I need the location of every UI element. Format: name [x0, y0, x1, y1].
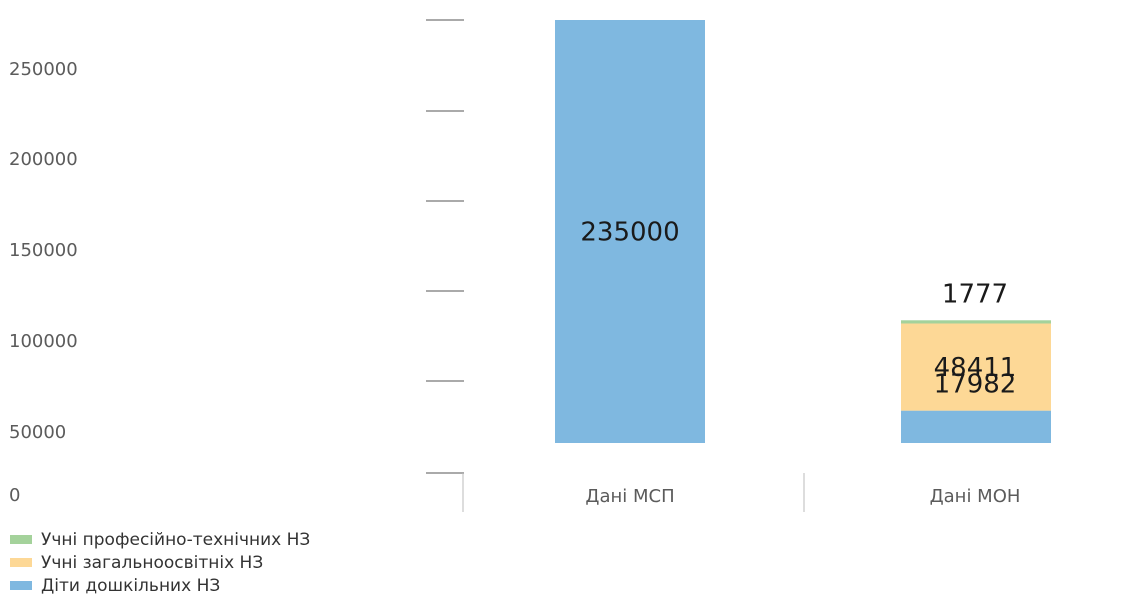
bar-segment — [901, 323, 1051, 411]
stacked-bar-chart: 0 50000 100000 150000 200000 250000 Дані МСП Да… — [9, 19, 1051, 512]
legend-swatch-preschool — [10, 581, 32, 590]
x-category-label: Дані МСП — [585, 486, 674, 507]
data-label: 17982 — [934, 370, 1017, 400]
y-tick-label: 200000 — [9, 149, 78, 170]
legend-label-general: Учні загальноосвітніх НЗ — [41, 552, 264, 573]
legend-item-preschool: Діти дошкільних НЗ — [10, 574, 310, 597]
data-label: 48411 — [934, 353, 1017, 383]
y-tick-label: 250000 — [9, 59, 78, 80]
y-tick-label: 50000 — [9, 422, 66, 443]
y-tick-label: 0 — [9, 485, 20, 506]
data-label: 235000 — [580, 218, 679, 248]
legend-label-vocational: Учні професійно-технічних НЗ — [41, 529, 311, 550]
bar-segment — [555, 20, 705, 443]
legend-item-vocational: Учні професійно-технічних НЗ — [10, 528, 310, 551]
bar-segment — [901, 410, 1051, 443]
y-tick-label: 150000 — [9, 240, 78, 261]
data-label: 1777 — [942, 279, 1008, 309]
axis-layer: 0 50000 100000 150000 200000 250000 Дані МСП Да… — [9, 19, 1021, 512]
legend-swatch-vocational — [10, 535, 32, 544]
legend: Учні професійно-технічних НЗ Учні загаль… — [10, 528, 310, 597]
y-tick-label: 100000 — [9, 331, 78, 352]
legend-swatch-general — [10, 558, 32, 567]
x-category-label: Дані МОН — [930, 486, 1021, 507]
legend-label-preschool: Діти дошкільних НЗ — [41, 575, 221, 596]
bar-segment — [901, 320, 1051, 324]
bars-layer — [555, 20, 1051, 443]
legend-item-general: Учні загальноосвітніх НЗ — [10, 551, 310, 574]
